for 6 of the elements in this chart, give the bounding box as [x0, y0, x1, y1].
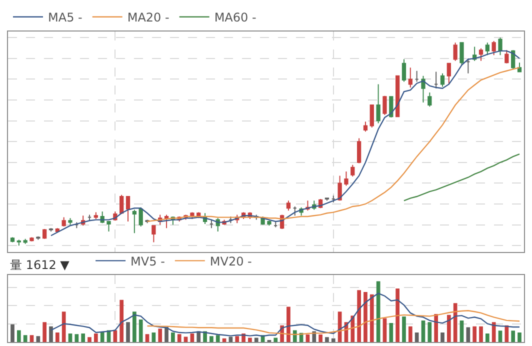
legend-label: MA20 -	[127, 10, 170, 25]
legend-label: MA5 -	[48, 10, 82, 25]
chart-title: 量 1612 ▼	[10, 258, 70, 272]
legend-label: MV5 -	[130, 254, 165, 268]
legend-label: MV20 -	[210, 254, 252, 268]
legend-label: MA60 -	[214, 10, 256, 25]
